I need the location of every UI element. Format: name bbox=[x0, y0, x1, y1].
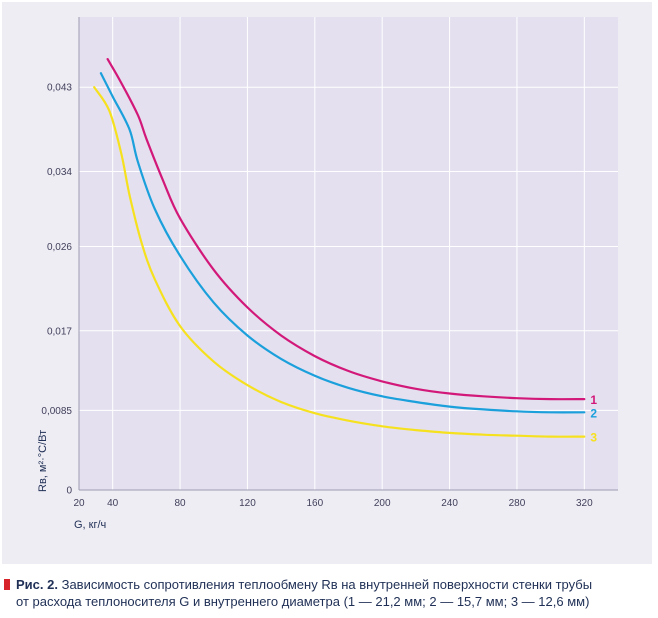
series-label-1: 1 bbox=[590, 393, 597, 407]
x-tick-label: 20 bbox=[73, 498, 85, 509]
x-axis-title: G, кг/ч bbox=[74, 519, 106, 531]
y-tick-label: 0,026 bbox=[47, 242, 72, 253]
x-tick-label: 160 bbox=[306, 498, 323, 509]
figure-caption: Рис. 2. Зависимость сопротивления теплоо… bbox=[4, 576, 654, 610]
series-line-3 bbox=[93, 86, 586, 438]
caption-title-text: Зависимость сопротивления теплообмену Rв… bbox=[61, 577, 593, 592]
x-tick-label: 80 bbox=[175, 498, 187, 509]
line-chart: 20 40 80 120 160 200 240 280 320 0 0,0085 0,017 0,02… bbox=[37, 17, 618, 531]
caption-marker bbox=[4, 579, 10, 590]
y-tick-label: 0,0085 bbox=[41, 406, 72, 417]
y-tick-label: 0,017 bbox=[47, 326, 72, 337]
x-tick-label: 320 bbox=[576, 498, 593, 509]
plot-background bbox=[79, 17, 618, 490]
x-tick-label: 200 bbox=[374, 498, 391, 509]
series-line-1 bbox=[106, 58, 586, 401]
x-tick-label: 240 bbox=[441, 498, 458, 509]
plot-area: 20 40 80 120 160 200 240 280 320 0 0,0085 0,017 0,02… bbox=[37, 17, 618, 531]
caption-line-1: Рис. 2. Зависимость сопротивления теплоо… bbox=[4, 576, 654, 593]
series-label-3: 3 bbox=[590, 431, 597, 445]
y-axis-title: Rв, м²·°С/Вт bbox=[37, 430, 49, 492]
chart-panel: 20 40 80 120 160 200 240 280 320 0 0,0085 0,017 0,02… bbox=[2, 2, 652, 564]
series-line-2 bbox=[99, 72, 586, 414]
y-tick-label: 0,034 bbox=[47, 167, 72, 178]
y-tick-label: 0 bbox=[66, 486, 72, 497]
caption-line-2: от расхода теплоносителя G и внутреннего… bbox=[16, 594, 590, 609]
series-label-2: 2 bbox=[590, 406, 597, 420]
x-tick-label: 120 bbox=[239, 498, 256, 509]
y-tick-label: 0,043 bbox=[47, 83, 72, 94]
caption-figure-label: Рис. 2. bbox=[16, 577, 58, 592]
x-tick-label: 280 bbox=[509, 498, 526, 509]
x-tick-label: 40 bbox=[107, 498, 119, 509]
